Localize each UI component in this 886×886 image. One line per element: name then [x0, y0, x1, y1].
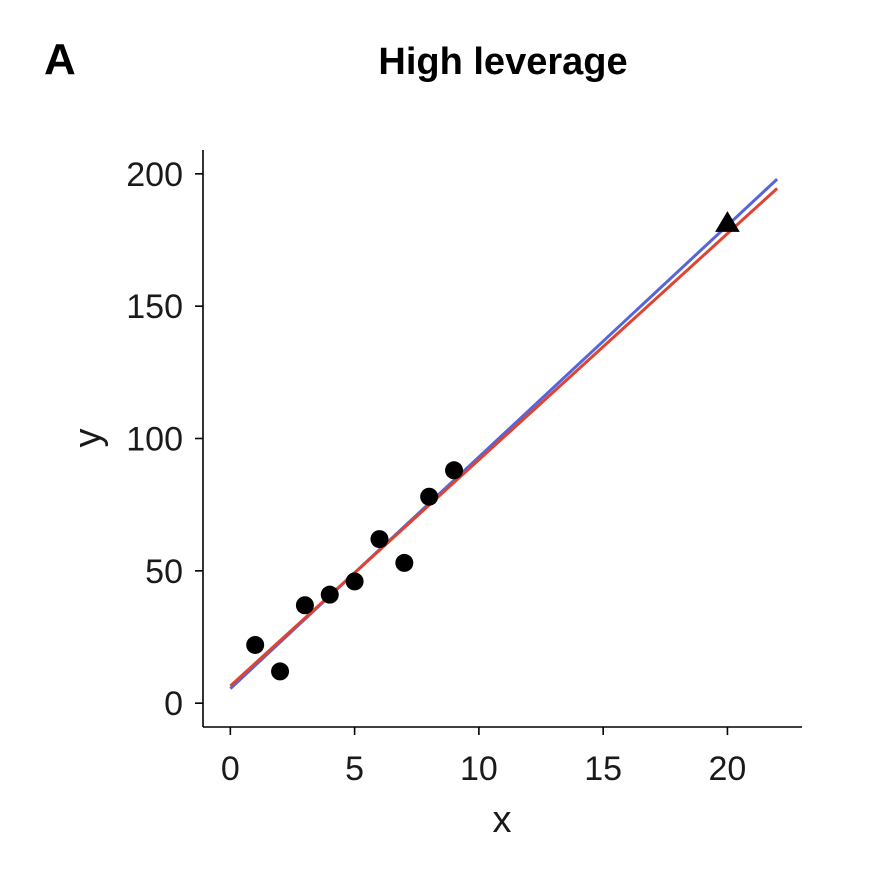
- data-points: [246, 211, 740, 681]
- y-tick-label: 150: [126, 288, 183, 326]
- data-point: [345, 572, 364, 591]
- fit-lines: [229, 178, 779, 690]
- data-point-triangle: [715, 211, 740, 232]
- y-tick-label: 200: [126, 156, 183, 194]
- y-axis-ticks: 0 50 100 150 200: [126, 156, 203, 723]
- x-axis-ticks: 0 5 10 15 20: [221, 727, 746, 788]
- data-point: [370, 530, 389, 549]
- y-tick-label: 0: [164, 685, 183, 723]
- y-tick-label: 100: [126, 421, 183, 459]
- chart-title: High leverage: [378, 41, 627, 83]
- data-point: [246, 635, 265, 654]
- y-axis-label: y: [67, 429, 109, 448]
- y-tick-label: 50: [145, 553, 183, 591]
- x-tick-label: 15: [584, 750, 622, 788]
- x-axis-label: x: [493, 799, 512, 841]
- x-tick-label: 20: [709, 750, 747, 788]
- data-point: [320, 585, 339, 604]
- regression-line: [229, 187, 779, 688]
- data-point: [420, 487, 439, 506]
- x-tick-label: 5: [345, 750, 364, 788]
- x-tick-label: 10: [460, 750, 498, 788]
- x-tick-label: 0: [221, 750, 240, 788]
- data-point: [271, 662, 290, 681]
- data-point: [395, 553, 414, 572]
- panel-label: A: [44, 35, 76, 84]
- data-point: [445, 461, 464, 480]
- data-point: [295, 596, 314, 615]
